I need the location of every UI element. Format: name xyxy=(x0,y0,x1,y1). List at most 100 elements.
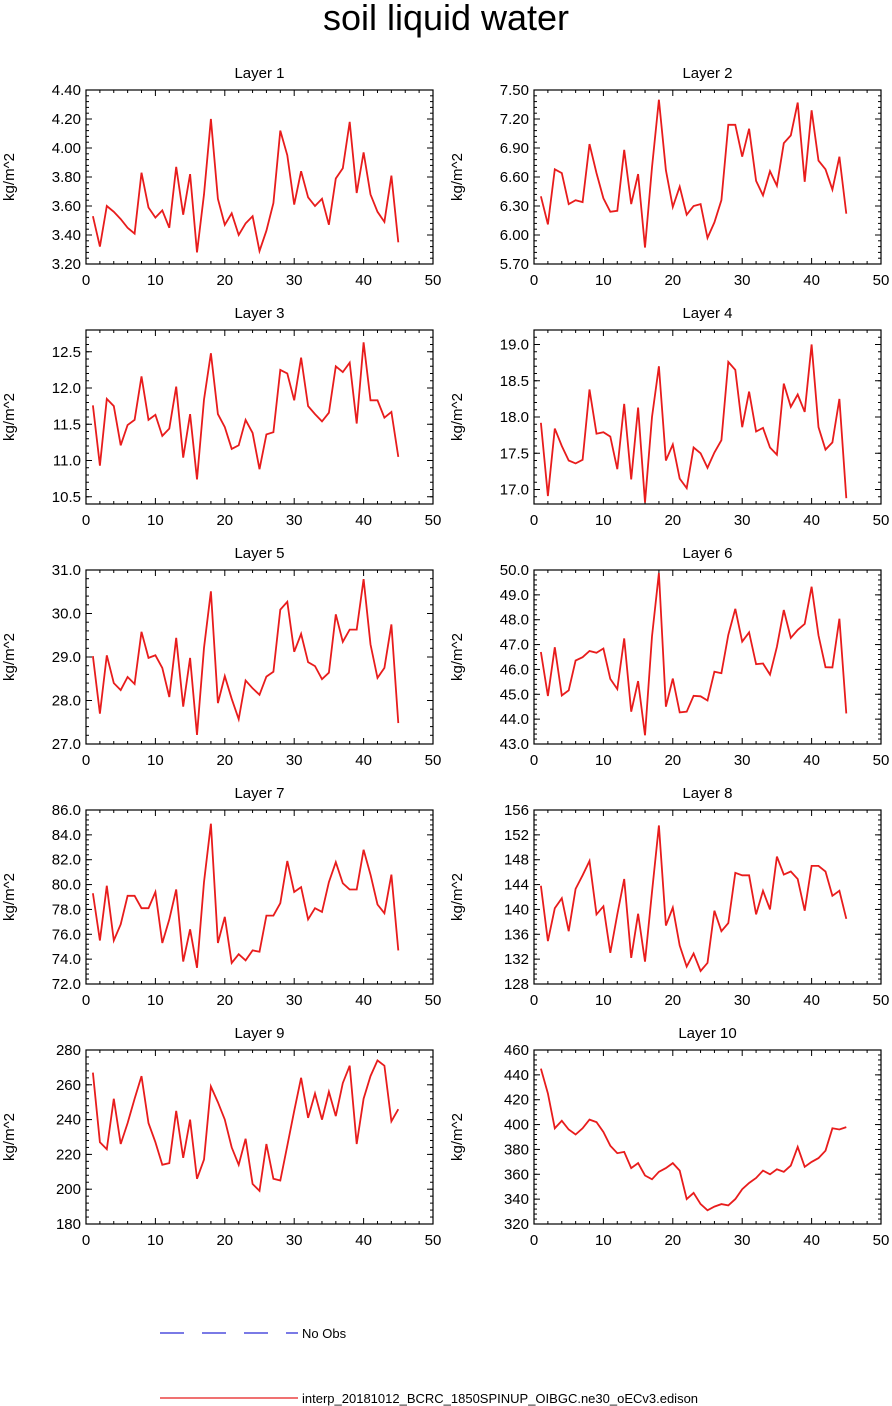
panel-title: Layer 1 xyxy=(234,65,284,82)
y-tick-label: 260 xyxy=(56,1077,81,1094)
y-tick-label: 17.0 xyxy=(500,482,529,499)
panel-title: Layer 2 xyxy=(682,65,732,82)
plot-frame xyxy=(533,1049,882,1225)
x-tick-label: 10 xyxy=(595,512,612,529)
y-tick-label: 3.60 xyxy=(52,198,81,215)
y-tick-label: 132 xyxy=(504,951,529,968)
x-tick-label: 20 xyxy=(664,1232,681,1249)
y-tick-label: 200 xyxy=(56,1181,81,1198)
y-tick-label: 6.60 xyxy=(500,169,529,186)
x-tick-label: 20 xyxy=(216,1232,233,1249)
series-line xyxy=(92,342,400,480)
x-tick-label: 10 xyxy=(147,992,164,1009)
panel-title: Layer 9 xyxy=(234,1025,284,1042)
series-line xyxy=(540,344,848,503)
y-tick-label: 6.30 xyxy=(500,198,529,215)
y-tick-label: 180 xyxy=(56,1216,81,1233)
x-tick-label: 0 xyxy=(82,1232,90,1249)
x-tick-label: 20 xyxy=(216,752,233,769)
y-tick-label: 43.0 xyxy=(500,736,529,753)
x-tick-label: 0 xyxy=(82,512,90,529)
y-tick-label: 28.0 xyxy=(52,693,81,710)
plot-frame xyxy=(533,89,882,265)
panel-layer-4: Layer 4 kg/m^2 0 10 20 30 40 50 17.0 17.5 18.0 18.5… xyxy=(449,305,889,529)
y-axis-label: kg/m^2 xyxy=(1,873,18,921)
y-tick-label: 3.20 xyxy=(52,256,81,273)
series-line xyxy=(92,118,400,255)
y-tick-label: 420 xyxy=(504,1092,529,1109)
x-tick-label: 10 xyxy=(595,992,612,1009)
x-tick-label: 10 xyxy=(147,1232,164,1249)
x-tick-label: 40 xyxy=(803,1232,820,1249)
y-tick-label: 148 xyxy=(504,852,529,869)
x-tick-label: 30 xyxy=(734,272,751,289)
y-tick-label: 12.0 xyxy=(52,380,81,397)
x-tick-label: 40 xyxy=(803,272,820,289)
y-tick-label: 11.5 xyxy=(53,416,81,433)
panels: Layer 1 kg/m^2 0 10 20 30 40 50 3.20 3.40 3.60 3.80… xyxy=(1,65,889,1249)
x-tick-label: 40 xyxy=(355,272,372,289)
x-tick-label: 50 xyxy=(425,752,442,769)
y-tick-label: 380 xyxy=(504,1141,529,1158)
y-tick-label: 460 xyxy=(504,1042,529,1059)
y-tick-label: 10.5 xyxy=(52,489,81,506)
y-tick-label: 280 xyxy=(56,1042,81,1059)
y-tick-label: 49.0 xyxy=(500,587,529,604)
panel-title: Layer 6 xyxy=(682,545,732,562)
y-tick-label: 4.00 xyxy=(52,140,81,157)
x-tick-label: 10 xyxy=(595,272,612,289)
plot-frame xyxy=(85,569,434,745)
x-tick-label: 20 xyxy=(664,752,681,769)
figure-title: soil liquid water xyxy=(323,0,569,38)
y-tick-label: 46.0 xyxy=(500,661,529,678)
x-tick-label: 0 xyxy=(530,272,538,289)
panel-layer-8: Layer 8 kg/m^2 0 10 20 30 40 50 128 132 136 140 144 1… xyxy=(449,785,889,1009)
y-tick-label: 152 xyxy=(504,827,529,844)
x-tick-label: 0 xyxy=(82,752,90,769)
y-tick-label: 44.0 xyxy=(500,711,529,728)
x-tick-label: 0 xyxy=(530,512,538,529)
x-tick-label: 40 xyxy=(355,992,372,1009)
y-tick-label: 78.0 xyxy=(52,901,81,918)
x-tick-label: 20 xyxy=(664,272,681,289)
x-tick-label: 0 xyxy=(82,272,90,289)
series-line xyxy=(540,825,848,973)
y-tick-label: 27.0 xyxy=(52,736,81,753)
y-tick-label: 320 xyxy=(504,1216,529,1233)
panel-layer-1: Layer 1 kg/m^2 0 10 20 30 40 50 3.20 3.40 3.60 3.80… xyxy=(1,65,441,289)
x-tick-label: 10 xyxy=(147,512,164,529)
y-tick-label: 84.0 xyxy=(52,827,81,844)
x-tick-label: 50 xyxy=(873,512,890,529)
x-tick-label: 50 xyxy=(873,992,890,1009)
y-tick-label: 74.0 xyxy=(52,951,81,968)
y-tick-label: 240 xyxy=(56,1112,81,1129)
y-axis-label: kg/m^2 xyxy=(449,873,466,921)
x-tick-label: 10 xyxy=(595,752,612,769)
y-tick-label: 82.0 xyxy=(52,852,81,869)
panel-layer-5: Layer 5 kg/m^2 0 10 20 30 40 50 27.0 28.0 29.0 30.0… xyxy=(1,545,441,769)
x-tick-label: 40 xyxy=(355,752,372,769)
y-tick-label: 18.5 xyxy=(500,373,529,390)
y-tick-label: 7.20 xyxy=(500,111,529,128)
y-tick-label: 17.5 xyxy=(500,445,529,462)
x-tick-label: 10 xyxy=(147,272,164,289)
panel-layer-6: Layer 6 kg/m^2 0 10 20 30 40 50 43.0 44.0 45.0 46.0… xyxy=(449,545,889,769)
x-tick-label: 40 xyxy=(355,512,372,529)
x-tick-label: 50 xyxy=(425,1232,442,1249)
y-tick-label: 400 xyxy=(504,1117,529,1134)
panel-title: Layer 5 xyxy=(234,545,284,562)
y-tick-label: 3.40 xyxy=(52,227,81,244)
y-tick-label: 72.0 xyxy=(52,976,81,993)
panel-layer-2: Layer 2 kg/m^2 0 10 20 30 40 50 5.70 6.00 6.30 6.60… xyxy=(449,65,889,289)
y-tick-label: 50.0 xyxy=(500,562,529,579)
y-tick-label: 3.80 xyxy=(52,169,81,186)
x-tick-label: 30 xyxy=(286,272,303,289)
legend-label-model: interp_20181012_BCRC_1850SPINUP_OIBGC.ne… xyxy=(302,1391,698,1406)
series-line xyxy=(540,99,848,248)
series-line xyxy=(540,572,848,736)
y-tick-label: 48.0 xyxy=(500,612,529,629)
x-tick-label: 40 xyxy=(803,752,820,769)
x-tick-label: 40 xyxy=(355,1232,372,1249)
x-tick-label: 30 xyxy=(734,1232,751,1249)
